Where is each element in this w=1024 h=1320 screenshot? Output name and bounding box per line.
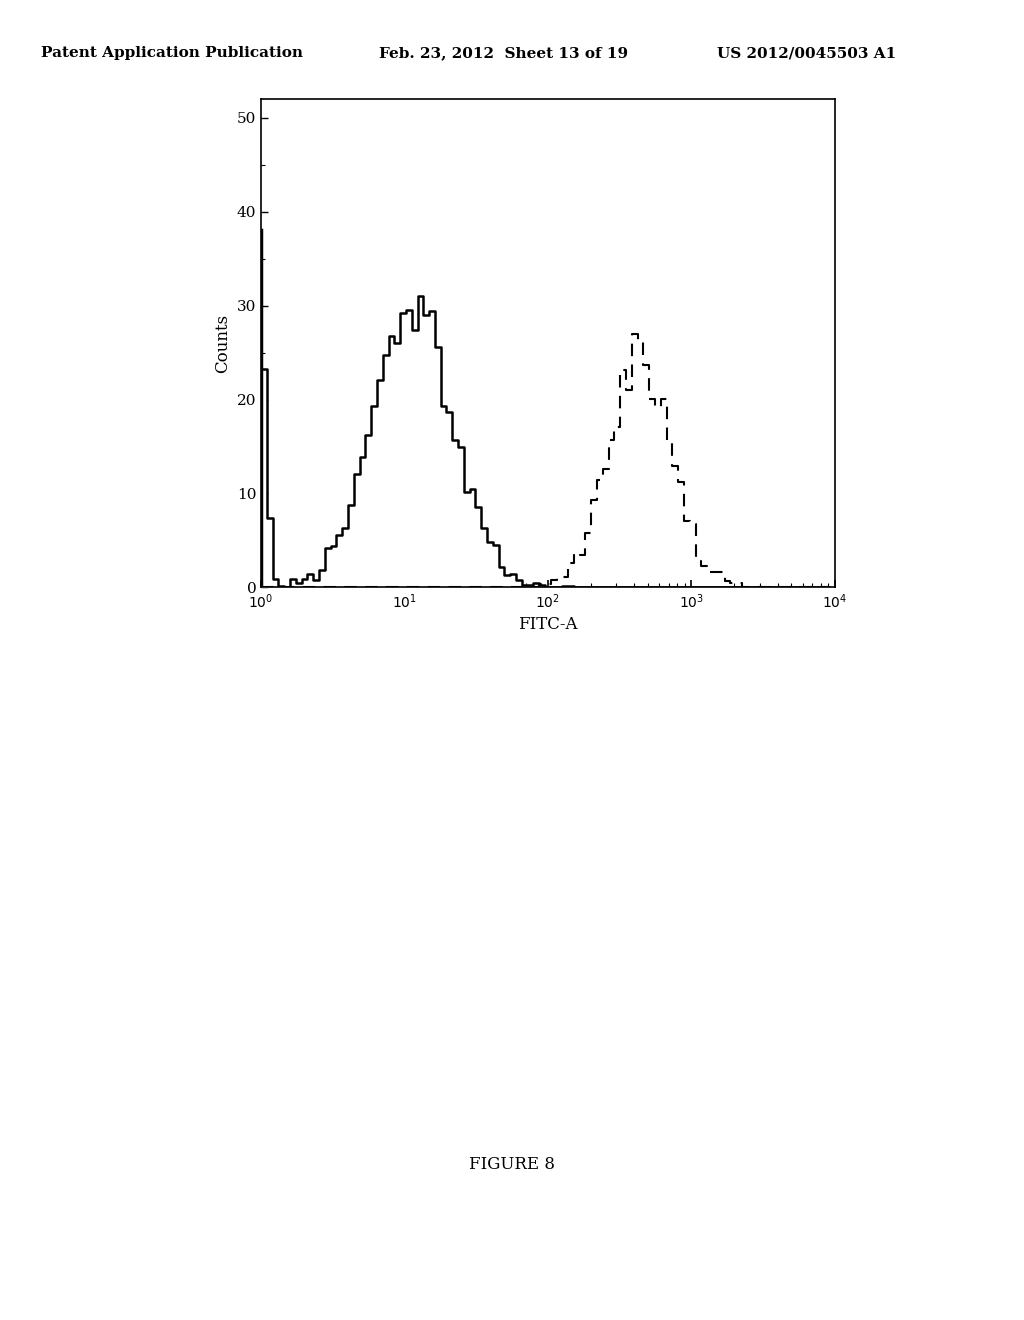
Text: US 2012/0045503 A1: US 2012/0045503 A1: [717, 46, 896, 61]
Text: Feb. 23, 2012  Sheet 13 of 19: Feb. 23, 2012 Sheet 13 of 19: [379, 46, 628, 61]
X-axis label: FITC-A: FITC-A: [518, 616, 578, 634]
Text: FIGURE 8: FIGURE 8: [469, 1156, 555, 1172]
Text: Patent Application Publication: Patent Application Publication: [41, 46, 303, 61]
Y-axis label: Counts: Counts: [214, 314, 231, 372]
